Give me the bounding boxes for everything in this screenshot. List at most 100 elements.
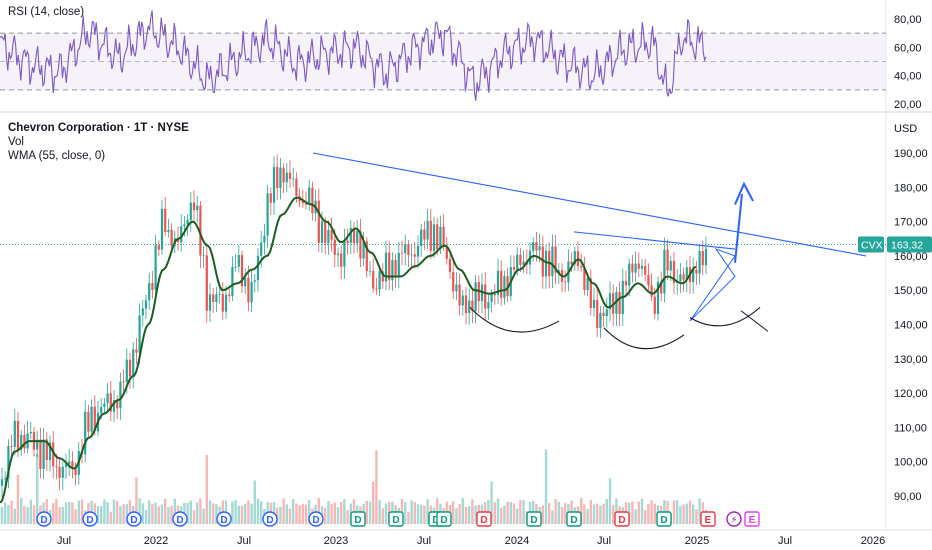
candle-body bbox=[224, 294, 228, 312]
candle-body bbox=[304, 203, 308, 205]
price-tick-label: 90,00 bbox=[894, 491, 922, 503]
volume-bar bbox=[381, 508, 384, 524]
candle-body bbox=[637, 263, 640, 269]
volume-label[interactable]: Vol bbox=[8, 136, 24, 148]
candle bbox=[448, 254, 452, 279]
candle bbox=[346, 228, 349, 255]
candle-body bbox=[36, 439, 39, 450]
candle-body bbox=[519, 254, 522, 265]
candle-body bbox=[189, 202, 192, 220]
candle bbox=[404, 234, 407, 266]
time-tick-label: Jul bbox=[417, 535, 431, 547]
volume-bar bbox=[586, 508, 589, 524]
candle bbox=[666, 239, 669, 281]
candle bbox=[592, 287, 596, 317]
event-badges[interactable]: D D D D D D D D D D D D D D D D E ⚡ E bbox=[36, 511, 760, 527]
rsi-panel[interactable] bbox=[0, 10, 886, 101]
candlestick-series[interactable] bbox=[0, 154, 708, 498]
candle bbox=[13, 408, 16, 455]
candle bbox=[64, 454, 68, 479]
volume-bar bbox=[71, 502, 74, 524]
candle-body bbox=[391, 260, 394, 281]
candle bbox=[311, 181, 314, 221]
volume-bar bbox=[519, 499, 522, 524]
volume-bar bbox=[413, 501, 416, 524]
candle bbox=[388, 240, 391, 290]
symbol-title[interactable]: Chevron Corporation · 1T · NYSE bbox=[8, 122, 189, 134]
breakout-arrow bbox=[734, 194, 743, 263]
volume-bar bbox=[490, 481, 493, 524]
breakout-arrowhead bbox=[734, 181, 754, 205]
candle bbox=[583, 256, 586, 296]
price-tick-label: 110,00 bbox=[894, 422, 927, 434]
badge-letter: E bbox=[705, 515, 712, 526]
candle bbox=[420, 223, 423, 257]
candle bbox=[477, 275, 480, 314]
trend-annotations[interactable] bbox=[312, 152, 867, 350]
candle bbox=[634, 251, 637, 282]
badge-shape bbox=[308, 511, 324, 527]
lightning-icon: ⚡ bbox=[726, 511, 742, 527]
candle bbox=[231, 256, 234, 301]
candle bbox=[685, 260, 688, 293]
candle-body bbox=[272, 166, 276, 203]
candle bbox=[29, 421, 32, 440]
volume-bar bbox=[55, 498, 58, 524]
candle-body bbox=[231, 267, 234, 297]
candle bbox=[432, 216, 436, 259]
candle-body bbox=[266, 193, 269, 236]
volume-bar bbox=[580, 498, 583, 524]
volume-bar bbox=[52, 503, 55, 524]
candle-body bbox=[452, 272, 455, 292]
time-axis[interactable]: Jul 2022 Jul 2023 Jul 2024 Jul 2025 Jul 2026 bbox=[57, 535, 885, 547]
volume-bar bbox=[692, 504, 695, 524]
candle bbox=[192, 190, 196, 223]
candle bbox=[349, 219, 352, 255]
volume-bar bbox=[29, 499, 32, 524]
volume-bar bbox=[602, 503, 605, 524]
volume-bar bbox=[557, 501, 560, 524]
candle bbox=[541, 235, 544, 289]
candle bbox=[605, 297, 608, 328]
candle-body bbox=[260, 242, 263, 256]
volume-bar bbox=[688, 500, 692, 524]
wma-label[interactable]: WMA (55, close, 0) bbox=[8, 150, 106, 162]
candle-body bbox=[432, 224, 436, 251]
badge-shape bbox=[614, 511, 630, 527]
volume-bar bbox=[250, 503, 253, 524]
candle-body bbox=[605, 309, 608, 317]
dividend-badge: D bbox=[36, 511, 52, 527]
candle bbox=[397, 241, 400, 289]
time-tick-label: 2023 bbox=[324, 535, 348, 547]
volume-bar bbox=[596, 503, 599, 524]
candle-body bbox=[388, 252, 391, 281]
candle bbox=[480, 273, 484, 314]
candle-body bbox=[493, 294, 496, 296]
badge-letter: D bbox=[480, 515, 487, 526]
candle bbox=[164, 196, 167, 237]
badge-shape bbox=[476, 511, 492, 527]
candle bbox=[624, 270, 628, 297]
candle bbox=[221, 281, 224, 320]
dividend-badge: D bbox=[262, 511, 278, 527]
volume-bar bbox=[407, 511, 410, 524]
candle bbox=[48, 435, 52, 472]
candle bbox=[256, 248, 260, 292]
candle bbox=[237, 245, 240, 273]
candle bbox=[116, 395, 119, 420]
candle-body bbox=[650, 285, 653, 297]
candle bbox=[228, 288, 231, 303]
badge-letter: D bbox=[130, 515, 137, 526]
candle bbox=[330, 217, 333, 252]
volume-bar bbox=[589, 499, 592, 524]
price-axis[interactable]: 190,00 180,00 170,00 160,00 150,00 140,00 130,… bbox=[858, 14, 932, 503]
candle bbox=[461, 289, 464, 317]
candle bbox=[413, 242, 416, 269]
candle bbox=[464, 287, 468, 325]
volume-bar bbox=[496, 498, 500, 524]
candle bbox=[112, 389, 116, 422]
volume-bar bbox=[330, 503, 333, 524]
candle bbox=[554, 234, 557, 285]
candle-body bbox=[320, 221, 324, 243]
